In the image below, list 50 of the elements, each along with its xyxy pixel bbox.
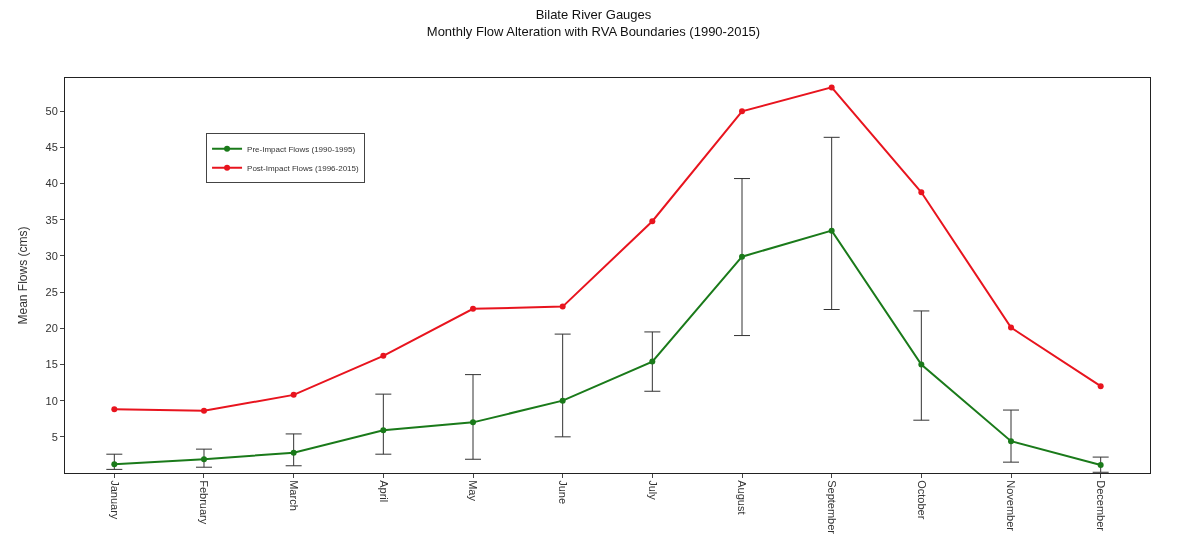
point <box>739 253 745 260</box>
chart-title: Bilate River Gauges <box>535 7 652 23</box>
y-tick-label: 30 <box>45 249 58 262</box>
y-tick-label: 45 <box>45 141 58 154</box>
point <box>470 305 476 312</box>
x-tick-label: May <box>467 480 480 502</box>
point <box>1008 324 1015 331</box>
y-tick-label: 20 <box>45 322 58 335</box>
point <box>1097 383 1104 390</box>
point <box>470 419 476 426</box>
point <box>1008 438 1015 445</box>
chart-subtitle: Monthly Flow Alteration with RVA Boundaries (1990-2015) <box>426 24 761 40</box>
point <box>828 227 835 234</box>
x-tick-label: June <box>557 480 570 505</box>
point <box>918 361 925 368</box>
legend-label: Post-Impact Flows (1996-2015) <box>247 163 359 173</box>
point <box>828 84 835 91</box>
point <box>380 427 387 434</box>
y-tick-label: 15 <box>45 358 58 371</box>
point <box>559 397 566 404</box>
y-tick-label: 25 <box>45 285 58 298</box>
point <box>290 391 297 398</box>
point <box>200 456 207 463</box>
x-tick-label: October <box>915 480 928 520</box>
point <box>559 303 566 310</box>
y-tick-label: 35 <box>45 213 58 226</box>
point <box>649 218 656 225</box>
x-tick-label: February <box>198 480 211 525</box>
point <box>111 461 118 468</box>
x-tick-label: January <box>108 480 121 520</box>
x-tick-label: September <box>826 480 839 535</box>
point <box>290 449 297 456</box>
y-tick-label: 40 <box>45 177 58 190</box>
legend-label: Pre-Impact Flows (1990-1995) <box>247 144 356 154</box>
x-tick-label: August <box>736 480 749 515</box>
point <box>111 406 118 413</box>
x-tick-label: December <box>1095 480 1108 532</box>
y-tick-label: 5 <box>51 430 58 443</box>
x-tick-label: April <box>377 480 390 503</box>
x-tick-label: July <box>646 480 659 501</box>
point <box>200 407 207 414</box>
y-tick-label: 10 <box>45 394 58 407</box>
point <box>649 358 656 365</box>
x-tick-label: March <box>288 480 301 511</box>
point <box>380 352 387 359</box>
y-axis-title: Mean Flows (cms) <box>15 226 30 325</box>
y-tick-label: 50 <box>45 105 58 118</box>
point <box>739 108 745 115</box>
x-tick-label: November <box>1005 480 1018 532</box>
point <box>918 189 925 196</box>
